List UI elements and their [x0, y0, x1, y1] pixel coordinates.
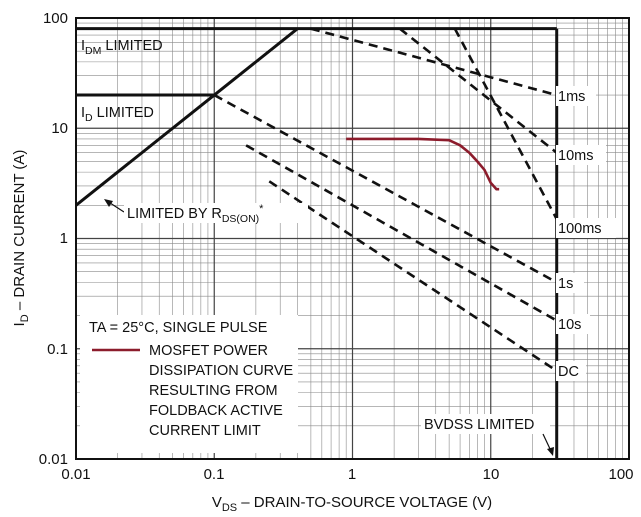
rds-on-label: LIMITED BY RDS(ON)*: [127, 203, 264, 225]
x-tick-label: 100: [608, 466, 633, 483]
legend: TA = 25°C, SINGLE PULSE MOSFET POWER DIS…: [80, 315, 298, 453]
legend-line: DISSIPATION CURVE: [149, 363, 294, 379]
legend-header: TA = 25°C, SINGLE PULSE: [89, 320, 268, 336]
legend-line: RESULTING FROM: [149, 383, 278, 399]
pulse-line-1s: [213, 93, 558, 284]
pulse-label-1s: 1s: [558, 276, 573, 292]
x-axis-title: VDS – DRAIN-TO-SOURCE VOLTAGE (V): [212, 494, 492, 514]
pulse-label-10ms: 10ms: [558, 148, 593, 164]
pulse-label-100ms: 100ms: [558, 221, 602, 237]
bvdss-annotation: BVDSS LIMITED: [421, 414, 554, 456]
pulse-line-dc: [268, 180, 558, 372]
rds-on-annotation: LIMITED BY RDS(ON)*: [104, 199, 308, 225]
x-tick-label: 10: [483, 466, 500, 483]
mosfet-power-curve: [346, 137, 500, 191]
idm-limited-label: IDM LIMITED: [81, 38, 163, 57]
y-tick-label: 1: [60, 230, 68, 247]
legend-line: FOLDBACK ACTIVE: [149, 403, 283, 419]
id-limited-label: ID LIMITED: [81, 105, 154, 124]
legend-line: CURRENT LIMIT: [149, 423, 261, 439]
y-tick-label: 10: [51, 120, 68, 137]
x-tick-label: 1: [348, 466, 356, 483]
pulse-label-10s: 10s: [558, 317, 581, 333]
pulse-labels: 1ms 10ms 100ms 1s 10s DC: [556, 86, 616, 381]
x-tick-labels: 0.01 0.1 1 10 100: [61, 466, 633, 483]
y-tick-label: 0.1: [47, 341, 68, 358]
curves: [75, 27, 559, 459]
pulse-line-10s: [245, 144, 558, 322]
plot-frame: [75, 17, 630, 460]
pulse-label-1ms: 1ms: [558, 89, 585, 105]
y-tick-label: 100: [43, 10, 68, 27]
y-axis-title: ID – DRAIN CURRENT (A): [11, 150, 31, 327]
legend-line: MOSFET POWER: [149, 343, 268, 359]
y-tick-labels: 0.01 0.1 1 10 100: [39, 10, 68, 468]
y-tick-label: 0.01: [39, 451, 68, 468]
bvdss-limited-label: BVDSS LIMITED: [424, 417, 534, 433]
pulse-line-10ms: [399, 27, 558, 154]
pulse-line-1ms: [310, 27, 558, 97]
pulse-line-100ms: [453, 28, 558, 220]
pulse-label-dc: DC: [558, 364, 579, 380]
x-tick-label: 0.1: [204, 466, 225, 483]
x-tick-label: 0.01: [61, 466, 90, 483]
